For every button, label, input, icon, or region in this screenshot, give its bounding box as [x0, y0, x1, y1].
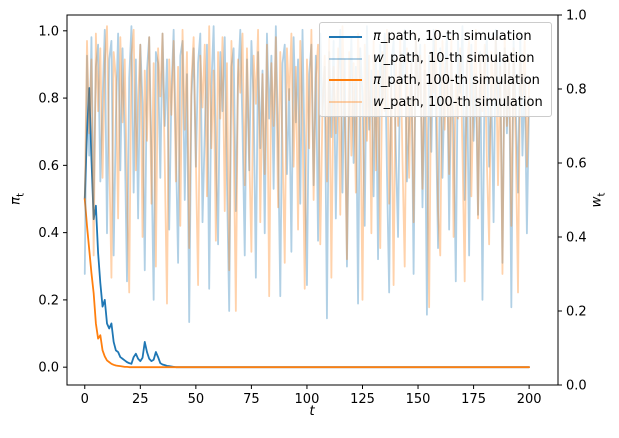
legend-entry-w-path-100th: w_path, 100-th simulation: [329, 95, 543, 110]
y-right-tick-label: 0.6: [566, 157, 587, 172]
legend-label-text: _path, 10-th simulation: [383, 51, 535, 67]
legend-line-sample-pi-path-10th: [329, 35, 362, 38]
y-right-tick-label: 0.8: [566, 83, 587, 98]
y-left-tick-label: 0.2: [38, 293, 59, 308]
legend-label-symbol: w: [373, 94, 384, 110]
series-line-2: [83, 198, 531, 369]
series-line-1: [83, 25, 531, 324]
legend-label-text: _path, 100-th simulation: [383, 94, 543, 110]
x-axis-label: t: [309, 403, 315, 419]
legend-label-text: _path, 100-th simulation: [380, 72, 540, 88]
legend-entry-pi-path-10th: π_path, 10-th simulation: [329, 29, 542, 44]
y-left-tick-label: 0.6: [38, 159, 59, 174]
legend-label-pi-path-100th: π_path, 100-th simulation: [373, 73, 540, 88]
y-right-tick-label: 0.4: [566, 231, 587, 246]
legend-line-sample-w-path-10th: [329, 57, 362, 60]
legend-label-symbol: π: [373, 29, 381, 45]
legend-label-text: _path, 10-th simulation: [380, 29, 532, 45]
y-axis-label-left: πt: [8, 193, 27, 205]
y-axis-label-left-subscript: t: [15, 192, 27, 197]
legend-label-pi-path-10th: π_path, 10-th simulation: [373, 29, 532, 44]
legend-label-w-path-100th: w_path, 100-th simulation: [373, 95, 543, 110]
y-left-tick-label: 0.4: [38, 226, 59, 241]
x-tick-label: 175: [461, 392, 486, 407]
x-tick-label: 200: [517, 392, 542, 407]
y-axis-label-right-subscript: t: [596, 192, 608, 197]
legend-label-symbol: π: [373, 72, 381, 88]
x-tick-label: 75: [243, 392, 260, 407]
x-tick-label: 50: [188, 392, 205, 407]
y-axis-label-right: wt: [589, 193, 608, 208]
y-axis-label-right-symbol: w: [588, 196, 605, 208]
y-right-tick-label: 0.0: [566, 379, 587, 394]
y-left-tick-label: 0.0: [38, 361, 59, 376]
y-left-tick-label: 0.8: [38, 92, 59, 107]
legend-entry-pi-path-100th: π_path, 100-th simulation: [329, 73, 542, 88]
y-left-tick-label: 1.0: [38, 24, 59, 39]
series-line-3: [83, 25, 531, 312]
axes-spines: [66, 14, 559, 386]
legend: π_path, 10-th simulation w_path, 10-th s…: [319, 22, 552, 117]
legend-label-w-path-10th: w_path, 10-th simulation: [373, 51, 534, 66]
x-tick-label: 125: [350, 392, 375, 407]
x-tick-label: 25: [132, 392, 149, 407]
x-tick-label: 150: [406, 392, 431, 407]
y-axis-label-left-symbol: π: [7, 196, 24, 206]
y-right-tick-label: 1.0: [566, 9, 587, 24]
x-tick-label: 0: [81, 392, 89, 407]
legend-label-symbol: w: [373, 51, 384, 67]
legend-entry-w-path-10th: w_path, 10-th simulation: [329, 51, 542, 66]
x-tick-label: 100: [295, 392, 320, 407]
legend-line-sample-w-path-100th: [329, 101, 362, 104]
y-right-tick-label: 0.2: [566, 305, 587, 320]
legend-line-sample-pi-path-100th: [329, 79, 362, 82]
